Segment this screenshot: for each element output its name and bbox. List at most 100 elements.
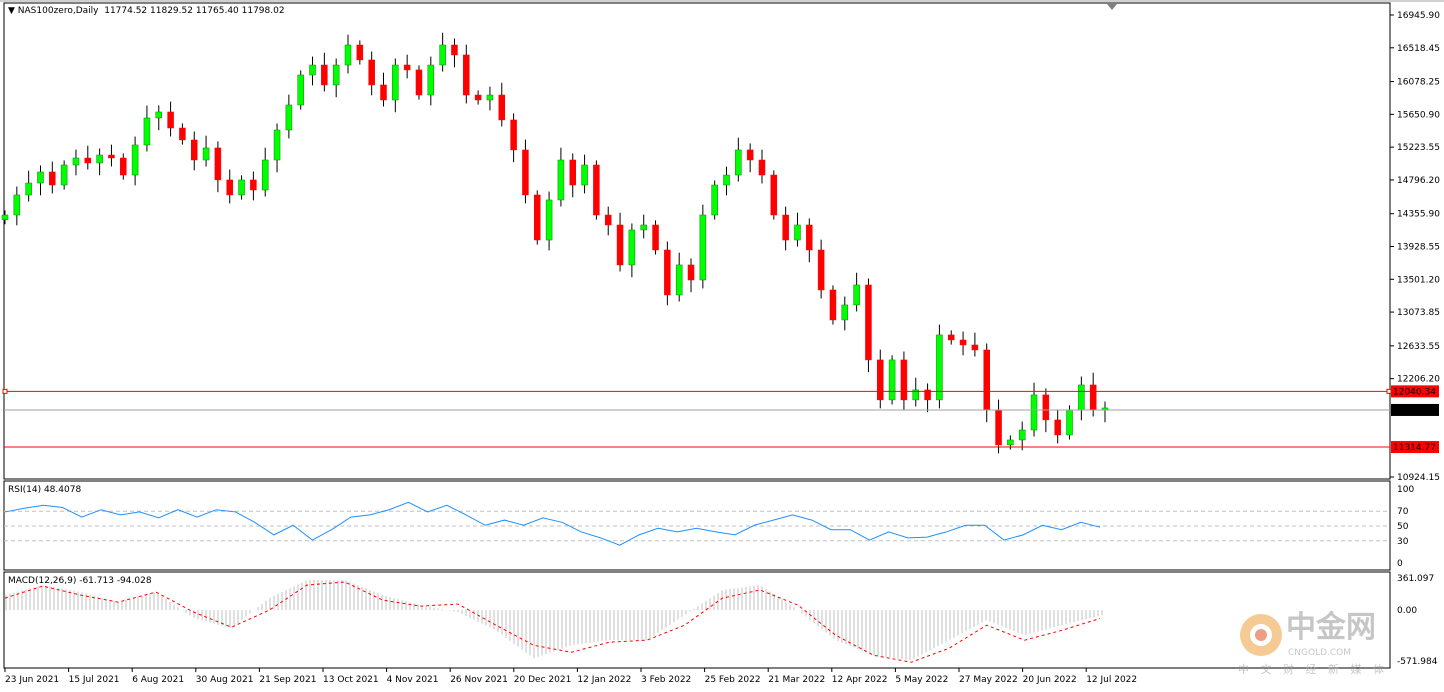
price-line-label: 11798.02	[1393, 406, 1436, 416]
bull-candle	[72, 157, 80, 166]
bear-candle	[971, 344, 979, 351]
bull-candle	[557, 159, 565, 201]
rsi-line	[4, 501, 1101, 546]
bull-candle	[1007, 439, 1014, 446]
date-tick-label: 6 Aug 2021	[132, 675, 184, 685]
bull-candle	[309, 64, 316, 76]
bear-candle	[758, 159, 766, 176]
rsi-tick-label: 30	[1397, 537, 1409, 547]
bear-candle	[190, 139, 198, 161]
bear-candle	[782, 214, 789, 241]
main-pane-border	[3, 2, 1391, 480]
bear-candle	[403, 64, 411, 71]
bear-candle	[214, 147, 222, 181]
bear-candle	[1054, 419, 1061, 436]
bull-candle	[723, 174, 730, 186]
logo-domain: CNGOLD.COM	[1288, 648, 1352, 658]
bear-candle	[877, 359, 884, 401]
bull-candle	[392, 64, 399, 101]
bull-candle	[735, 149, 742, 176]
line-handle	[1386, 388, 1392, 394]
bear-candle	[687, 264, 695, 281]
rsi-tick-label: 70	[1397, 507, 1409, 517]
date-tick-label: 4 Nov 2021	[387, 675, 439, 685]
bear-candle	[900, 359, 908, 401]
bear-candle	[226, 179, 233, 196]
bear-candle	[1089, 384, 1097, 411]
bear-candle	[534, 194, 541, 241]
date-tick-label: 5 May 2022	[895, 675, 948, 685]
bull-candle	[1030, 394, 1038, 431]
bear-candle	[179, 127, 186, 141]
gold-coin-logo-icon	[1240, 614, 1282, 656]
date-tick-label: 13 Oct 2021	[323, 675, 379, 685]
bull-candle	[37, 171, 44, 184]
bull-candle	[427, 64, 435, 96]
bear-candle	[451, 44, 458, 56]
bear-candle	[770, 174, 778, 216]
date-tick-label: 21 Mar 2022	[768, 675, 825, 685]
price-tick-label: 13073.85	[1397, 308, 1440, 318]
bull-candle	[936, 334, 943, 401]
chart-header: ▼ NAS100zero,Daily 11774.52 11829.52 117…	[8, 6, 285, 16]
price-tick-label: 16945.90	[1397, 11, 1440, 21]
bear-candle	[510, 119, 517, 151]
bull-candle	[486, 94, 494, 101]
bear-candle	[368, 59, 375, 86]
date-tick-label: 12 Jul 2022	[1086, 675, 1137, 685]
bear-candle	[593, 164, 600, 216]
date-tick-label: 20 Dec 2021	[514, 675, 572, 685]
macd-tick-label: -571.984	[1397, 657, 1438, 667]
bull-candle	[699, 214, 707, 281]
price-line-label: 12040.34	[1393, 387, 1436, 397]
bull-candle	[238, 179, 245, 196]
macd-title: MACD(12,26,9) -61.713 -94.028	[8, 576, 152, 586]
bull-candle	[545, 199, 553, 241]
line-handle	[2, 388, 8, 394]
price-tick-label: 10924.15	[1397, 473, 1440, 483]
date-tick-label: 12 Jan 2022	[577, 675, 631, 685]
bear-candle	[746, 149, 754, 161]
rsi-tick-label: 50	[1397, 522, 1409, 532]
macd-tick-label: 361.097	[1397, 574, 1434, 584]
bear-candle	[947, 334, 955, 341]
bear-candle	[474, 94, 482, 101]
price-tick-label: 15650.90	[1397, 110, 1440, 120]
macd-pane-border	[3, 571, 1391, 669]
bull-candle	[711, 184, 718, 216]
bull-candle	[841, 304, 849, 321]
bull-candle	[60, 164, 68, 186]
bull-candle	[261, 159, 269, 191]
bear-candle	[616, 224, 624, 266]
ohlc-readout: 11774.52 11829.52 11765.40 11798.02	[104, 6, 285, 16]
chart-shift-triangle-icon	[1107, 4, 1117, 10]
bull-candle	[1018, 429, 1026, 441]
price-label-box	[1391, 403, 1439, 416]
bull-candle	[439, 44, 446, 66]
bear-candle	[321, 64, 328, 86]
price-tick-label: 13501.20	[1397, 275, 1440, 285]
bear-candle	[120, 157, 127, 176]
bear-candle	[995, 409, 1002, 446]
bear-candle	[1042, 394, 1050, 421]
bear-candle	[167, 111, 174, 129]
price-tick-label: 16518.45	[1397, 44, 1440, 54]
bear-candle	[652, 224, 659, 251]
price-tick-label: 15223.55	[1397, 143, 1440, 153]
date-tick-label: 21 Sep 2021	[259, 675, 316, 685]
price-tick-label: 13928.55	[1397, 242, 1440, 252]
bear-candle	[49, 171, 56, 186]
price-label-box	[1391, 385, 1439, 398]
bull-candle	[1078, 384, 1085, 411]
symbol-label: NAS100zero,Daily	[17, 6, 99, 16]
watermark-logo: 中金网 CNGOLD.COM 中 文 财 经 新 媒 体	[1236, 610, 1386, 682]
date-tick-label: 12 Apr 2022	[832, 675, 888, 685]
bear-candle	[522, 149, 529, 196]
date-tick-label: 23 Jun 2021	[5, 675, 59, 685]
collapse-triangle-icon[interactable]: ▼	[8, 6, 15, 16]
bear-candle	[498, 94, 506, 121]
bull-candle	[853, 284, 860, 306]
macd-signal-line	[4, 581, 1101, 663]
price-tick-label: 12633.55	[1397, 342, 1440, 352]
